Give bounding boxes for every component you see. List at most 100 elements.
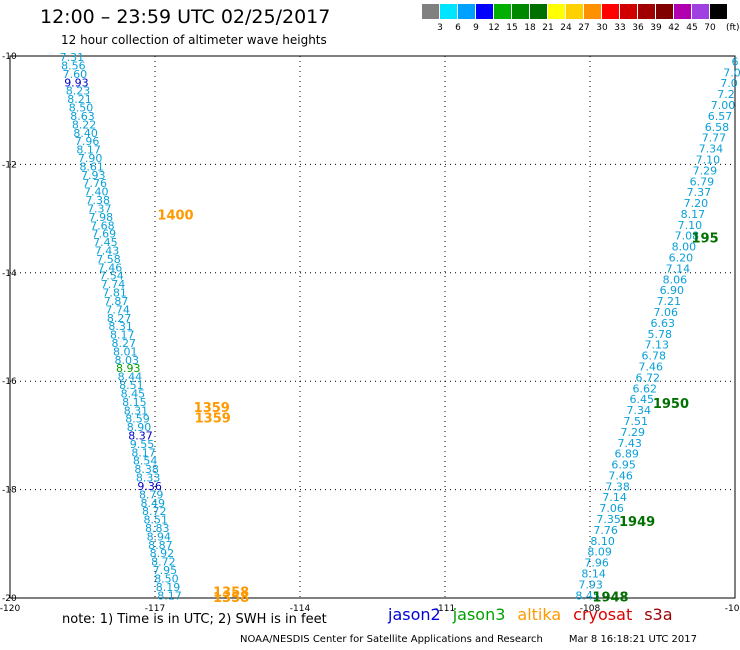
wave-height-value: 7.74 (101, 278, 126, 291)
wave-height-value: 7.54 (99, 270, 124, 283)
wave-height-value: 8.79 (139, 488, 164, 501)
wave-height-value: 6.72 (636, 371, 661, 384)
wave-height-value: 7.37 (87, 202, 112, 215)
wave-height-value: 8.23 (66, 85, 91, 98)
pass-time-label: 1948 (592, 590, 628, 605)
latitude-tick-label: -20 (2, 594, 17, 604)
wave-height-value: 7.10 (678, 219, 703, 232)
longitude-tick-label: -114 (290, 604, 311, 614)
wave-height-value: 7.38 (605, 480, 630, 493)
legend-swatch (584, 4, 601, 19)
wave-height-value: 7.35 (596, 513, 621, 526)
pass-time-label: 1359 (195, 412, 231, 427)
wave-height-value: 6.95 (611, 459, 636, 472)
legend-label: 70 (704, 23, 716, 33)
wave-height-value: 8.45 (121, 387, 146, 400)
wave-height-value: 7.13 (645, 339, 670, 352)
wave-height-value: 7.10 (696, 153, 721, 166)
wave-height-value: 7.87 (104, 295, 129, 308)
wave-height-value: 8.37 (128, 430, 153, 443)
pass-time-label: 1358 (213, 585, 249, 600)
wave-height-value: 7.08 (675, 230, 700, 243)
wave-height-value: 8.31 (108, 320, 133, 333)
legend-swatch (656, 4, 673, 19)
wave-height-value: 6.89 (614, 448, 639, 461)
wave-height-value: 7.37 (687, 186, 712, 199)
legend-swatch (422, 4, 439, 19)
wave-height-value: 7.95 (153, 564, 178, 577)
wave-height-value: 7.46 (639, 360, 664, 373)
legend-swatch (638, 4, 655, 19)
wave-height-value: 7.90 (78, 152, 103, 165)
wave-height-value: 7.93 (81, 169, 106, 182)
wave-height-value: 7.81 (102, 287, 127, 300)
legend-swatch (548, 4, 565, 19)
wave-height-value: 8.44 (118, 371, 143, 384)
legend-label: 9 (473, 23, 479, 33)
wave-height-value: 7.46 (608, 469, 633, 482)
wave-height-value: 7.14 (666, 262, 691, 275)
legend-label: 42 (668, 23, 680, 33)
wave-height-value: 8.17 (157, 589, 182, 602)
wave-height-value: 7.00 (711, 99, 736, 112)
wave-height-value: 6.79 (690, 175, 715, 188)
legend-swatch (530, 4, 547, 19)
longitude-tick-label: -117 (145, 604, 165, 614)
pass-time-label: 1949 (619, 515, 655, 530)
wave-height-value: 6.45 (629, 393, 654, 406)
satellite-name: altika (517, 605, 562, 624)
wave-height-value: 7.29 (693, 164, 718, 177)
wave-height-value: 7.38 (86, 194, 111, 207)
wave-height-value: 6.63 (651, 317, 676, 330)
wave-height-value: 8.27 (107, 312, 132, 325)
latitude-tick-label: -16 (2, 377, 17, 387)
wave-height-value: 8.06 (663, 273, 688, 286)
wave-height-value: 7.0 (723, 66, 740, 79)
footer-note: note: 1) Time is in UTC; 2) SWH is in fe… (62, 612, 327, 627)
wave-height-value: 7.40 (84, 186, 109, 199)
wave-height-value: 8.50 (69, 102, 94, 115)
latitude-tick-label: -10 (2, 52, 17, 62)
wave-height-value: 7.46 (98, 261, 123, 274)
pass-time-label: 1358 (213, 591, 249, 606)
pass-time-label: 1400 (157, 208, 193, 223)
map-frame (9, 55, 736, 599)
wave-height-value: 7.69 (92, 228, 117, 241)
generated-timestamp: Mar 8 16:18:21 UTC 2017 (568, 634, 697, 645)
wave-height-value: 8.83 (145, 522, 170, 535)
latitude-tick-label: -14 (2, 269, 17, 279)
legend-label: 36 (632, 23, 644, 33)
satellite-name: jason3 (452, 605, 506, 624)
wave-height-value: 7.14 (602, 491, 627, 504)
wave-height-value: 9.93 (64, 76, 89, 89)
wave-height-value: 7.60 (63, 68, 88, 81)
wave-height-value: 8.40 (73, 127, 98, 140)
legend-swatch (602, 4, 619, 19)
legend-swatch (674, 4, 691, 19)
wave-height-value: 8.93 (116, 362, 141, 375)
wave-height-value: 7.21 (657, 295, 682, 308)
wave-height-value: 8.51 (119, 379, 144, 392)
legend-swatch (710, 4, 727, 19)
wave-height-value: 8.01 (113, 345, 138, 358)
legend-label: 15 (506, 23, 518, 33)
wave-height-value: 6 (732, 55, 739, 68)
wave-height-value: 9.55 (130, 438, 155, 451)
legend-label: 30 (596, 23, 608, 33)
wave-height-value: 8.51 (144, 514, 169, 527)
wave-height-value: 8.94 (147, 530, 172, 543)
wave-height-value: 7.45 (93, 236, 118, 249)
longitude-tick-label: -120 (0, 604, 20, 614)
wave-height-value: 7.0 (720, 77, 738, 90)
wave-height-value: 7.43 (95, 245, 120, 258)
wave-height-value: 8.61 (79, 160, 104, 173)
legend-label: 6 (455, 23, 461, 33)
wave-height-value: 8.72 (151, 556, 176, 569)
wave-height-value: 7.2 (717, 88, 735, 101)
wave-height-value: 8.15 (122, 396, 147, 409)
wave-height-value: 8.59 (125, 413, 150, 426)
legend-label: 21 (542, 23, 554, 33)
wave-height-value: 7.93 (578, 578, 603, 591)
wave-height-value: 7.98 (89, 211, 114, 224)
pass-time-label: 195 (692, 232, 719, 247)
